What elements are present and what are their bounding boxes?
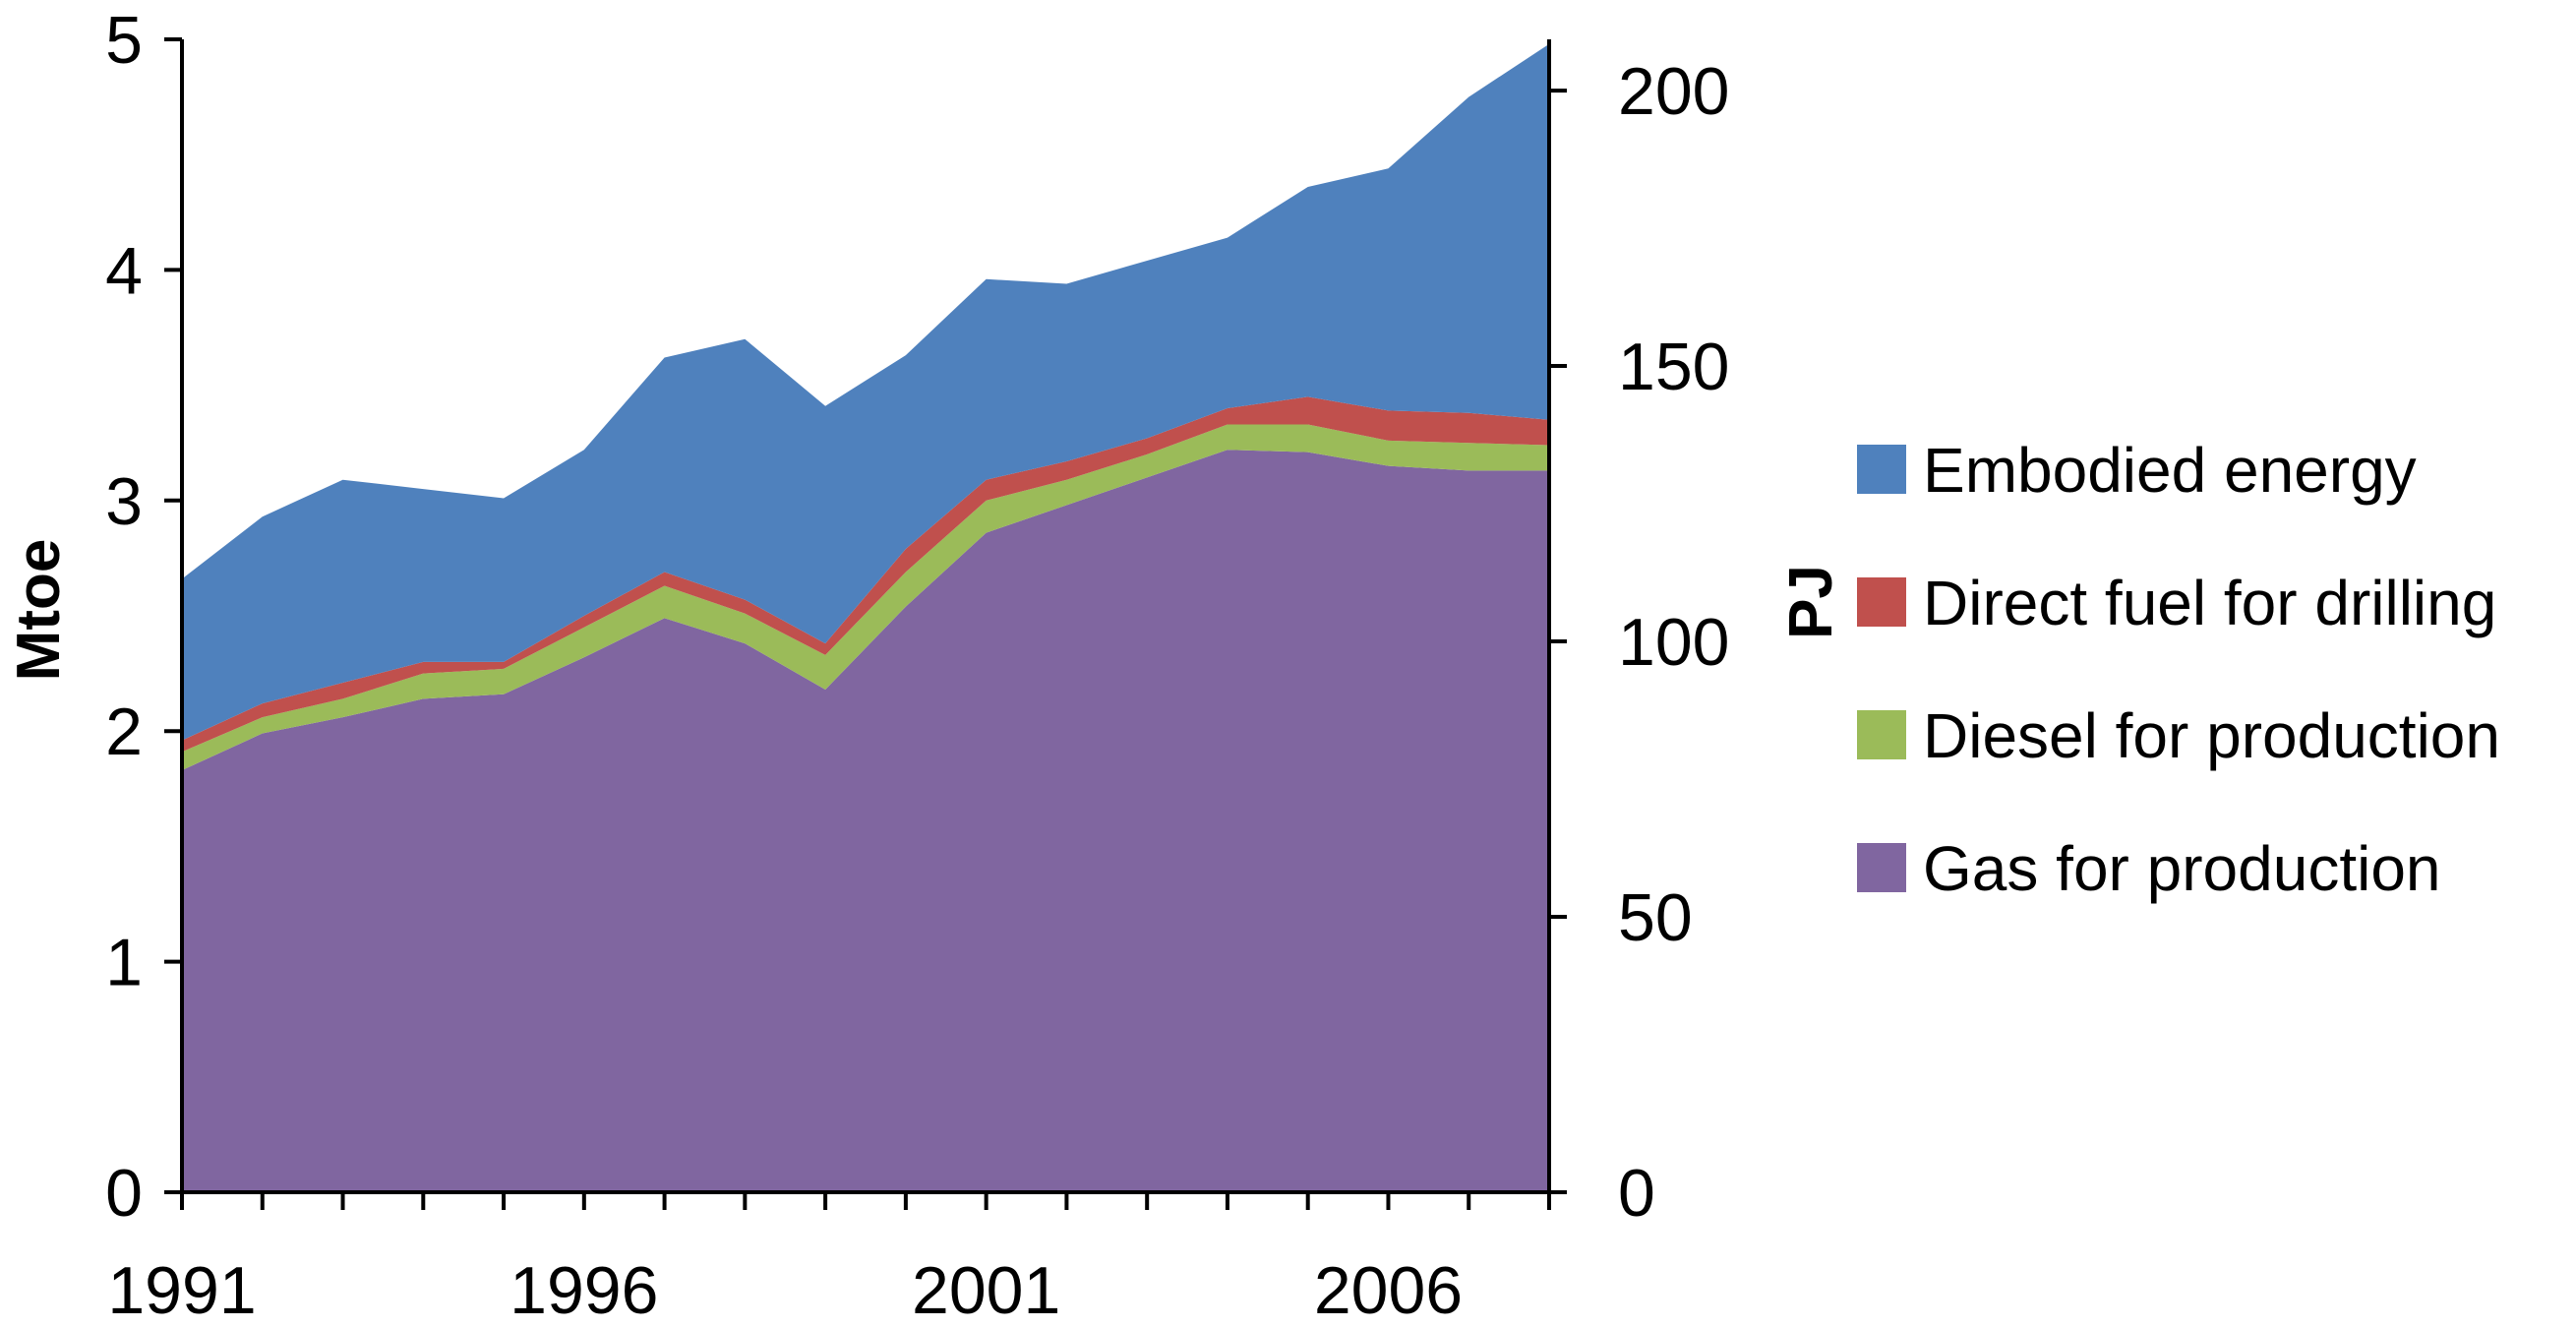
legend-label-diesel-for-production: Diesel for production [1923,700,2500,771]
legend-swatch-embodied-energy [1857,445,1906,494]
area-gas-for-production [182,450,1549,1192]
x-tick-label: 2006 [1314,1253,1463,1328]
y-tick-label-left: 4 [105,233,143,308]
legend-label-gas-for-production: Gas for production [1923,833,2441,904]
area-embodied-energy [182,43,1549,741]
y-tick-label-left: 3 [105,464,143,539]
y-axis-title-right: PJ [1777,565,1845,639]
legend-swatch-gas-for-production [1857,843,1906,892]
y-tick-label-left: 0 [105,1156,143,1231]
legend-label-embodied-energy: Embodied energy [1923,435,2417,506]
y-tick-label-right: 150 [1618,330,1729,404]
legend-swatch-direct-fuel-for-drilling [1857,577,1906,627]
y-tick-label-left: 1 [105,926,143,1000]
area-diesel-for-production [182,424,1549,771]
x-tick-label: 1996 [509,1253,658,1328]
legend-label-direct-fuel-for-drilling: Direct fuel for drilling [1923,568,2496,638]
area-series-group [182,43,1549,1192]
area-direct-fuel-for-drilling [182,396,1549,753]
y-tick-label-left: 5 [105,3,143,78]
y-tick-label-right: 50 [1618,880,1693,955]
y-tick-label-right: 200 [1618,54,1729,129]
y-tick-label-right: 100 [1618,605,1729,680]
y-tick-label-right: 0 [1618,1156,1655,1231]
y-tick-label-left: 2 [105,694,143,769]
y-axis-title-left: Mtoe [5,539,73,682]
x-tick-label: 2001 [912,1253,1060,1328]
legend-swatch-diesel-for-production [1857,710,1906,759]
x-tick-label: 1991 [107,1253,256,1328]
legend: Embodied energy Direct fuel for drilling D… [1857,435,2500,904]
